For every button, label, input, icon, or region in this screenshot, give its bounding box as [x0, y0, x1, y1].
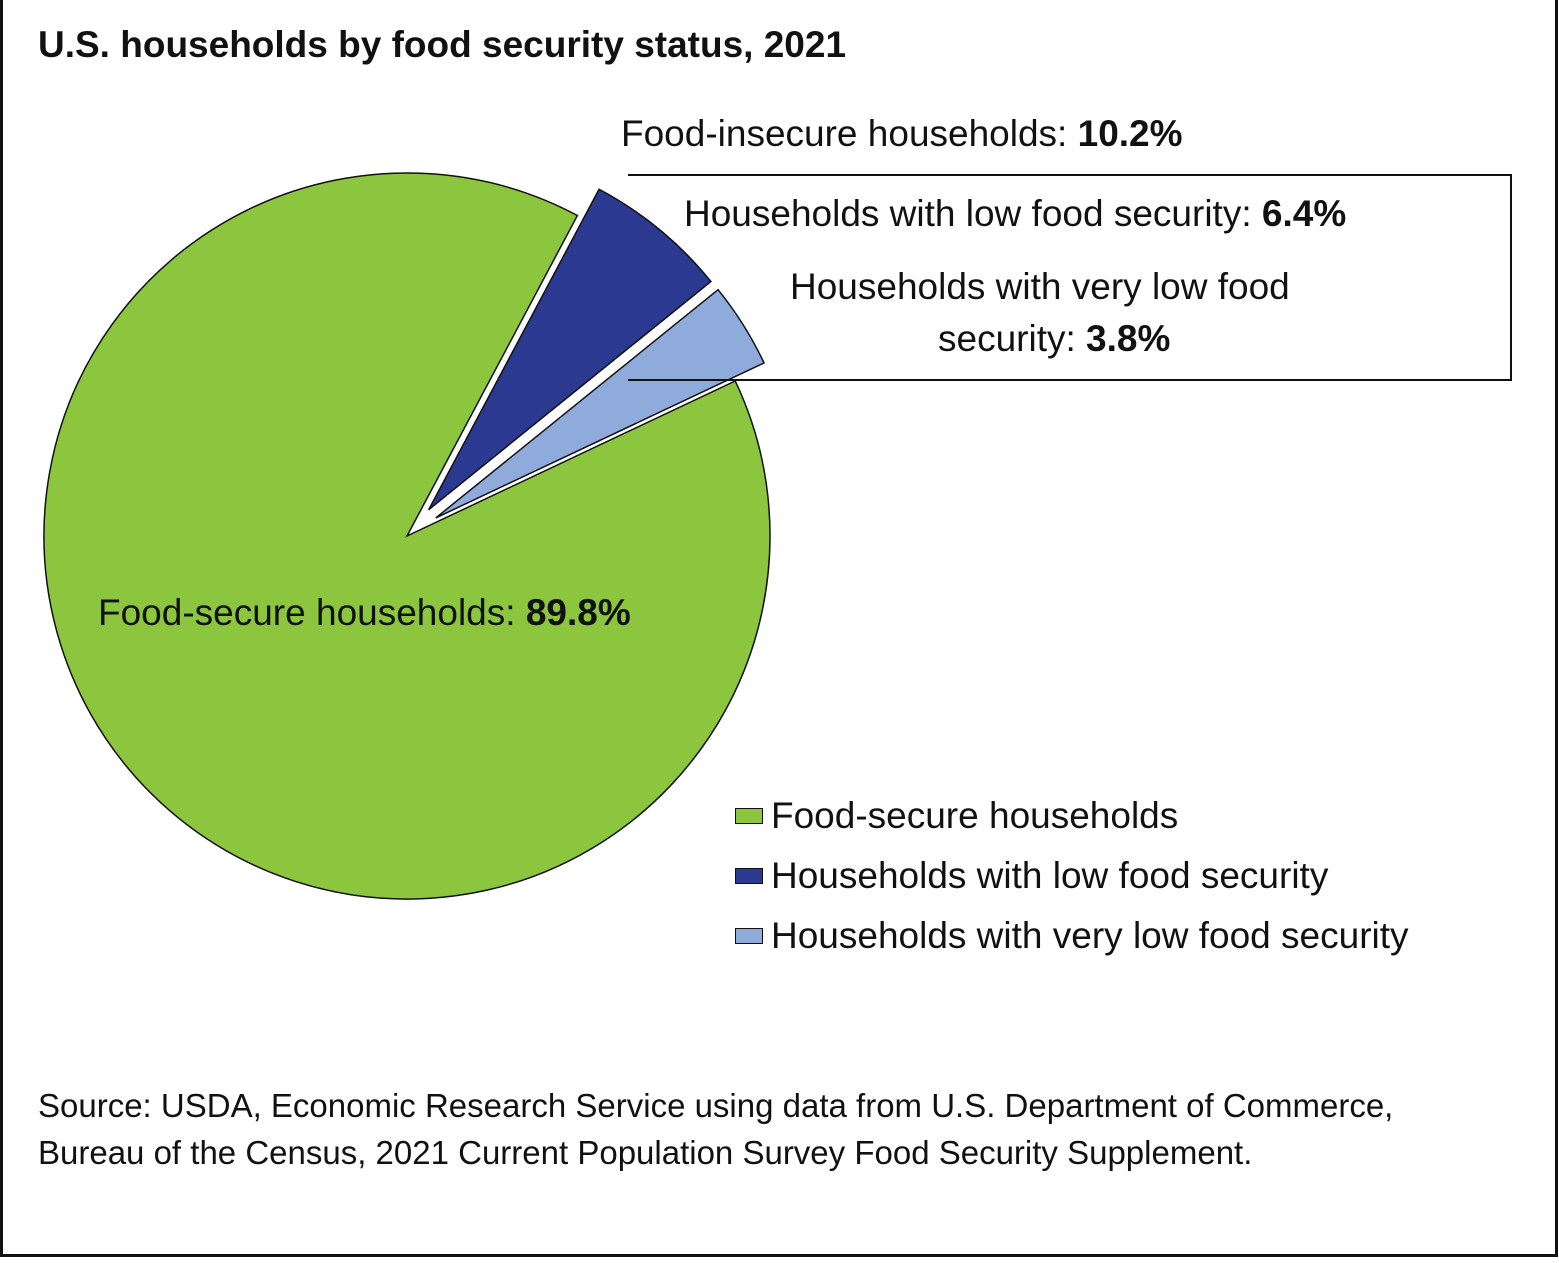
pie-slice-households-with-very-low-food-security	[435, 288, 766, 519]
source-note: Source: USDA, Economic Research Service …	[38, 1087, 1394, 1171]
chart-title: U.S. households by food security status,…	[38, 24, 847, 65]
pie-slice-households-with-low-food-security	[427, 188, 712, 511]
legend: Food-secure households Households with l…	[735, 786, 1409, 966]
very-low-food-security-label-line1: Households with very low food	[790, 266, 1290, 307]
food-insecure-group-label: Food-insecure households: 10.2%	[621, 113, 1183, 154]
legend-item-very-low-food-security: Households with very low food security	[735, 906, 1409, 966]
legend-item-food-secure: Food-secure households	[735, 786, 1409, 846]
legend-item-low-food-security: Households with low food security	[735, 846, 1409, 906]
legend-swatch	[735, 928, 763, 944]
legend-label: Households with low food security	[771, 855, 1329, 896]
low-food-security-label: Households with low food security: 6.4%	[684, 193, 1347, 234]
legend-swatch	[735, 808, 763, 824]
legend-swatch	[735, 868, 763, 884]
pie-slice-food-secure-households	[43, 172, 771, 900]
food-insecure-callout-box	[628, 174, 1512, 381]
food-secure-label: Food-secure households: 89.8%	[98, 592, 631, 633]
very-low-food-security-label-line2: security: 3.8%	[938, 318, 1171, 359]
legend-label: Households with very low food security	[771, 915, 1409, 956]
legend-label: Food-secure households	[771, 795, 1179, 836]
